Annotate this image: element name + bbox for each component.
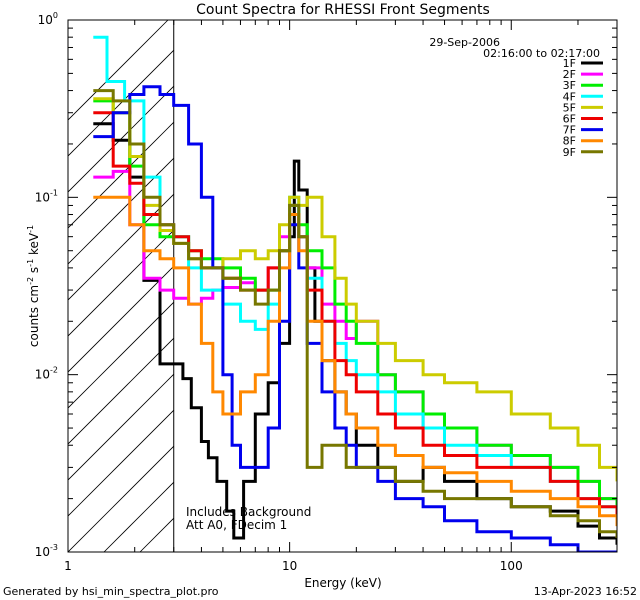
- hatch-line: [68, 229, 174, 337]
- legend-label-8F: 8F: [563, 135, 576, 148]
- legend-label-6F: 6F: [563, 113, 576, 126]
- hatch-line: [68, 265, 174, 373]
- series-layer: [93, 35, 617, 552]
- attenuator-note: Att A0, FDecim 1: [186, 518, 287, 532]
- y-label-part-2: s: [27, 267, 41, 277]
- legend-label-1F: 1F: [563, 57, 576, 70]
- legend-label-4F: 4F: [563, 90, 576, 103]
- date-label: 29-Sep-2006: [429, 36, 500, 49]
- series-7F: [93, 85, 617, 552]
- hatch-line: [68, 409, 174, 517]
- hatch-line: [68, 20, 169, 121]
- legend-label-3F: 3F: [563, 79, 576, 92]
- generator-credit: Generated by hsi_min_spectra_plot.pro: [3, 585, 219, 598]
- generated-timestamp: 13-Apr-2023 16:52: [534, 585, 637, 598]
- y-tick-label: 10-1: [35, 188, 58, 204]
- plot-frame: [67, 19, 618, 553]
- hatch-line: [68, 373, 174, 481]
- legend-label-5F: 5F: [563, 101, 576, 114]
- hatch-line: [68, 85, 174, 193]
- background-note: Includes Background: [186, 505, 311, 519]
- y-label-exp-1: -2: [26, 277, 35, 285]
- x-tick-label: 1: [64, 559, 72, 573]
- y-tick-label: 100: [38, 11, 58, 27]
- y-axis-label: counts cm-2 s-1 keV-1: [26, 225, 41, 347]
- y-label-exp-2: -1: [26, 259, 35, 267]
- hatched-low-energy-region: [68, 20, 175, 552]
- y-tick-label: 10-2: [35, 366, 58, 382]
- series-8F: [93, 195, 617, 527]
- legend-label-9F: 9F: [563, 146, 576, 159]
- x-tick-label: 100: [500, 559, 523, 573]
- legend-label-2F: 2F: [563, 68, 576, 81]
- y-label-part-3: keV: [27, 232, 41, 259]
- y-tick-label: 10-3: [35, 543, 58, 559]
- series-9F: [93, 89, 617, 538]
- y-label-part-1: counts cm: [27, 285, 41, 347]
- x-tick-label: 10: [282, 559, 297, 573]
- chart-title: Count Spectra for RHESSI Front Segments: [196, 2, 490, 18]
- hatch-line: [68, 445, 174, 552]
- hatch-line: [68, 193, 174, 301]
- time-range-label: 02:16:00 to 02:17:00: [483, 47, 600, 60]
- legend-label-7F: 7F: [563, 124, 576, 137]
- axis-ticks: 1 10 100 100 10-1 10-2 10-3: [35, 11, 618, 573]
- hatch-line: [68, 49, 174, 157]
- series-1F: [93, 122, 617, 545]
- x-axis-label: Energy (keV): [304, 576, 381, 590]
- y-label-exp-3: -1: [26, 225, 35, 233]
